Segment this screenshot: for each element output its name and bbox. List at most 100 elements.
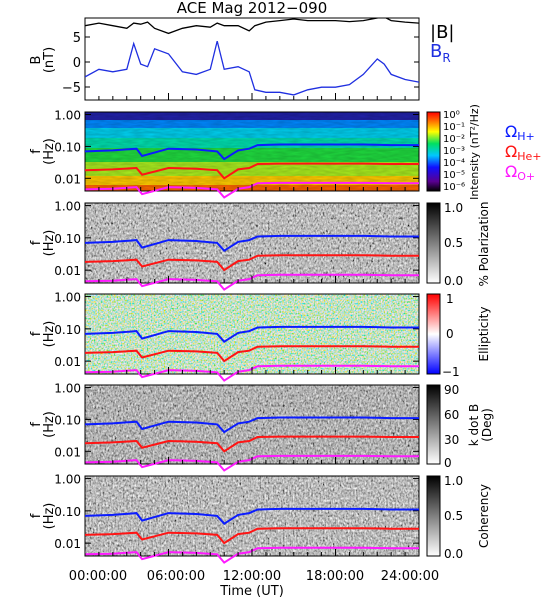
xtick-label-1: 06:00:00 <box>147 569 205 584</box>
panel-kdotb-gyro-line-H <box>84 416 419 434</box>
ellipticity-colorbar <box>426 293 441 375</box>
kdotb-colorbar-label: k dot B <box>467 404 481 446</box>
panel-coherency-ytick-label: 1.00 <box>54 473 81 487</box>
intensity-colorbar-tick-4: 10⁻⁴ <box>443 158 465 169</box>
kdotb-spectrogram <box>85 385 419 464</box>
panel-ellipticity-ytick-label: 0.01 <box>54 355 81 369</box>
xtick-label-0: 00:00:00 <box>69 569 127 584</box>
panel-intensity-gyro-line-H <box>84 143 419 161</box>
legend-omega-O-main: Ω <box>505 162 517 181</box>
panel-ellipticity-gyro-line-He <box>84 345 419 363</box>
intensity-colorbar <box>426 111 441 192</box>
panel-ellipticity-ytick-label: 0.10 <box>54 323 81 337</box>
xtick-label-3: 18:00:00 <box>306 569 364 584</box>
field-yunit: (nT) <box>42 47 57 73</box>
coherency-colorbar-tick-2: 0.0 <box>444 547 463 561</box>
legend-omega-H-sub: H+ <box>517 130 535 143</box>
panel-coherency-yunit: (Hz) <box>42 503 57 530</box>
intensity-colorbar-tick-2: 10⁻² <box>443 134 465 145</box>
panel-kdotb-ytick-label: 1.00 <box>54 382 81 396</box>
intensity-colorbar-tick-1: 10⁻¹ <box>443 122 465 133</box>
panel-intensity: 10⁰ 10⁻¹ 10⁻² 10⁻³ 10⁻⁴ 10⁻⁵ 10⁻⁶ Intens… <box>84 104 542 200</box>
polarization-colorbar-tick-2: 0.0 <box>444 274 463 288</box>
panel-coherency-ytick-label: 0.01 <box>54 537 81 551</box>
panel-ellipticity-ylabel: f <box>29 331 44 336</box>
panel-kdotb: 90 60 30 0 k dot B (Deg) <box>84 383 494 470</box>
field-ytick-label-m5: −5 <box>62 81 81 96</box>
intensity-colorbar-tick-3: 10⁻³ <box>443 146 465 157</box>
x-axis-label: Time (UT) <box>219 584 284 599</box>
coherency-colorbar <box>426 475 441 557</box>
intensity-colorbar-tick-5: 10⁻⁵ <box>443 170 465 181</box>
ellipticity-colorbar-label: Ellipticity <box>477 307 491 362</box>
panel-kdotb-yunit: (Hz) <box>42 411 57 438</box>
legend-omega-He: ΩHe+ <box>505 142 542 163</box>
legend-B-R-main: B <box>430 41 442 62</box>
field-ylabel: B <box>29 56 44 65</box>
legend-omega-H-main: Ω <box>505 122 517 141</box>
panel-field: 5 0 −5 B (nT) |B| BR <box>29 17 454 101</box>
panel-coherency-gyro-line-H <box>84 507 419 525</box>
panel-intensity-ytick-label: 0.10 <box>54 140 81 154</box>
panel-kdotb-ytick-label: 0.10 <box>54 413 81 427</box>
legend-omega-He-sub: He+ <box>517 150 541 163</box>
intensity-spectrogram <box>85 112 419 191</box>
legend-omega-H: ΩH+ <box>505 122 535 143</box>
kdotb-colorbar <box>426 384 441 465</box>
panel-coherency: 1.0 0.5 0.0 Coherency <box>84 474 491 561</box>
panel-coherency-gyro-line-He <box>84 527 419 545</box>
panel-polarization: 1.0 0.5 0.0 % Polarization <box>84 201 491 288</box>
legend-omega-He-main: Ω <box>505 142 517 161</box>
polarization-colorbar-tick-0: 1.0 <box>444 201 463 215</box>
panel-ellipticity-yunit: (Hz) <box>42 321 57 348</box>
panel-kdotb-ytick-label: 0.01 <box>54 445 81 459</box>
panel-polarization-ytick-label: 0.01 <box>54 264 81 278</box>
kdotb-colorbar-tick-0: 90 <box>444 383 459 397</box>
panel-intensity-ytick-label: 1.00 <box>54 109 81 123</box>
coherency-colorbar-label: Coherency <box>477 484 491 548</box>
panel-coherency-ytick-label: 0.10 <box>54 505 81 519</box>
panel-polarization-ylabel: f <box>29 240 44 245</box>
time-axis: 00:00:00 06:00:00 12:00:00 18:00:00 24:0… <box>69 569 439 599</box>
legend-omega-O-sub: O+ <box>517 170 535 183</box>
panel-intensity-gyro-line-He <box>84 162 419 180</box>
polarization-colorbar-label: % Polarization <box>477 202 491 287</box>
panel-polarization-gyro-line-He <box>84 254 419 272</box>
intensity-colorbar-label: Intensity (nT²/Hz) <box>468 104 481 200</box>
polarization-colorbar-tick-1: 0.5 <box>444 236 463 250</box>
panel-ellipticity-gyro-line-H <box>84 325 419 343</box>
intensity-colorbar-tick-6: 10⁻⁶ <box>443 182 465 193</box>
field-ytick-label-5: 5 <box>73 31 81 46</box>
ellipticity-spectrogram <box>85 294 419 374</box>
panel-kdotb-gyro-line-He <box>84 435 419 453</box>
kdotb-colorbar-unit: (Deg) <box>480 408 494 442</box>
coherency-colorbar-tick-0: 1.0 <box>444 474 463 488</box>
series-line-B-R <box>85 40 419 96</box>
panel-kdotb-ylabel: f <box>29 422 44 427</box>
coherency-colorbar-tick-1: 0.5 <box>444 509 463 523</box>
figure-title: ACE Mag 2012−090 <box>177 0 328 17</box>
panel-polarization-ytick-label: 1.00 <box>54 200 81 214</box>
panel-intensity-ylabel: f <box>29 149 44 154</box>
field-plot-frame <box>84 17 420 101</box>
series-line-B-total <box>85 18 419 35</box>
legend-B-R-sub: R <box>442 51 450 65</box>
panel-ellipticity-ytick-label: 1.00 <box>54 291 81 305</box>
xtick-label-4: 24:00:00 <box>381 569 439 584</box>
ellipticity-colorbar-tick-2: −1 <box>442 365 460 379</box>
kdotb-colorbar-tick-3: 0 <box>444 456 452 470</box>
ellipticity-colorbar-tick-1: 0 <box>446 327 454 341</box>
panel-intensity-yunit: (Hz) <box>42 138 57 165</box>
ellipticity-colorbar-tick-0: 1 <box>446 292 454 306</box>
panel-intensity-ytick-label: 0.01 <box>54 172 81 186</box>
panel-coherency-ylabel: f <box>29 513 44 518</box>
legend-B-R: BR <box>430 41 451 65</box>
legend-B-total: |B| <box>430 22 454 43</box>
kdotb-colorbar-tick-1: 60 <box>444 408 459 422</box>
panel-polarization-ytick-label: 0.10 <box>54 232 81 246</box>
panel-polarization-yunit: (Hz) <box>42 230 57 257</box>
panel-polarization-gyro-line-H <box>84 234 419 252</box>
legend-omega-O: ΩO+ <box>505 162 535 183</box>
xtick-label-2: 12:00:00 <box>223 569 281 584</box>
